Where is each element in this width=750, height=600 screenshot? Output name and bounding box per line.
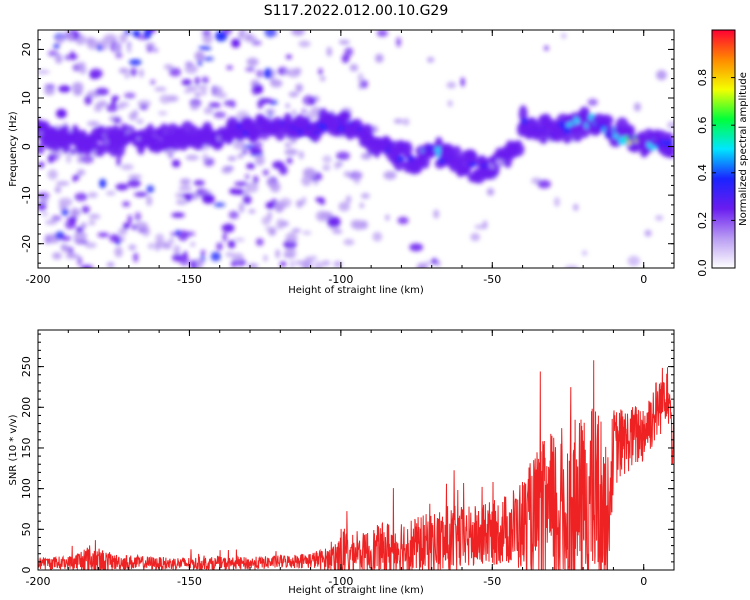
snr-y-tick-label: 0 [20, 567, 33, 574]
snr-y-tick-label: 250 [20, 356, 33, 377]
colorbar: 0.0 0.2 0.4 0.6 0.8 Normalized spectral ampl… [696, 29, 749, 277]
spec-x-tick-label: 0 [640, 273, 647, 286]
spectrogram-frame [37, 29, 675, 269]
colorbar-tick-label: 0.4 [696, 164, 709, 182]
snr-y-tick-label: 150 [20, 437, 33, 458]
snr-y-tick-label: 200 [20, 397, 33, 418]
colorbar-tick-label: 0.0 [696, 259, 709, 277]
spec-y-tick-label: 0 [20, 143, 33, 150]
snr-frame [37, 329, 675, 571]
colorbar-tick-label: 0.8 [696, 69, 709, 87]
snr-x-tick-label: -150 [177, 575, 202, 588]
colorbar-bar [711, 29, 736, 269]
spec-y-tick-label: 20 [20, 42, 33, 56]
spec-x-tick-label: -200 [26, 273, 51, 286]
snr-y-ticks: 0 50 100 150 200 250 [20, 333, 674, 574]
snr-x-label: Height of straight line (km) [288, 585, 424, 596]
colorbar-tick-label: 0.6 [696, 116, 709, 134]
figure-title: S117.2022.012.00.10.G29 [264, 3, 449, 19]
colorbar-label: Normalized spectral amplitude [738, 72, 749, 226]
spectrogram-y-label: Frequency (Hz) [8, 111, 19, 187]
spec-x-tick-label: -100 [328, 273, 353, 286]
snr-y-tick-label: 100 [20, 478, 33, 499]
snr-x-tick-label: -100 [328, 575, 353, 588]
snr-series-line [38, 360, 674, 570]
spectrogram-image [38, 30, 674, 268]
snr-x-ticks: -200 -150 -100 -50 0 [26, 330, 675, 588]
spec-y-tick-label: -20 [20, 235, 33, 253]
spec-x-tick-label: -50 [483, 273, 501, 286]
spectrogram-x-label: Height of straight line (km) [288, 285, 424, 296]
spectrogram-y-ticks: -20 -10 0 10 20 [20, 29, 674, 264]
colorbar-tick-label: 0.2 [696, 212, 709, 230]
spectrogram-x-ticks: -200 -150 -100 -50 0 [26, 30, 675, 286]
spec-x-tick-label: -150 [177, 273, 202, 286]
snr-panel: -200 -150 -100 -50 0 0 50 100 150 200 250 Height … [8, 329, 675, 596]
snr-x-tick-label: -200 [26, 575, 51, 588]
spec-y-tick-label: 10 [20, 91, 33, 105]
colorbar-ticks: 0.0 0.2 0.4 0.6 0.8 [696, 69, 735, 277]
snr-y-tick-label: 50 [20, 522, 33, 536]
snr-x-tick-label: 0 [640, 575, 647, 588]
spec-y-tick-label: -10 [20, 186, 33, 204]
snr-y-label: SNR (10 * v/v) [8, 414, 19, 485]
snr-x-tick-label: -50 [483, 575, 501, 588]
